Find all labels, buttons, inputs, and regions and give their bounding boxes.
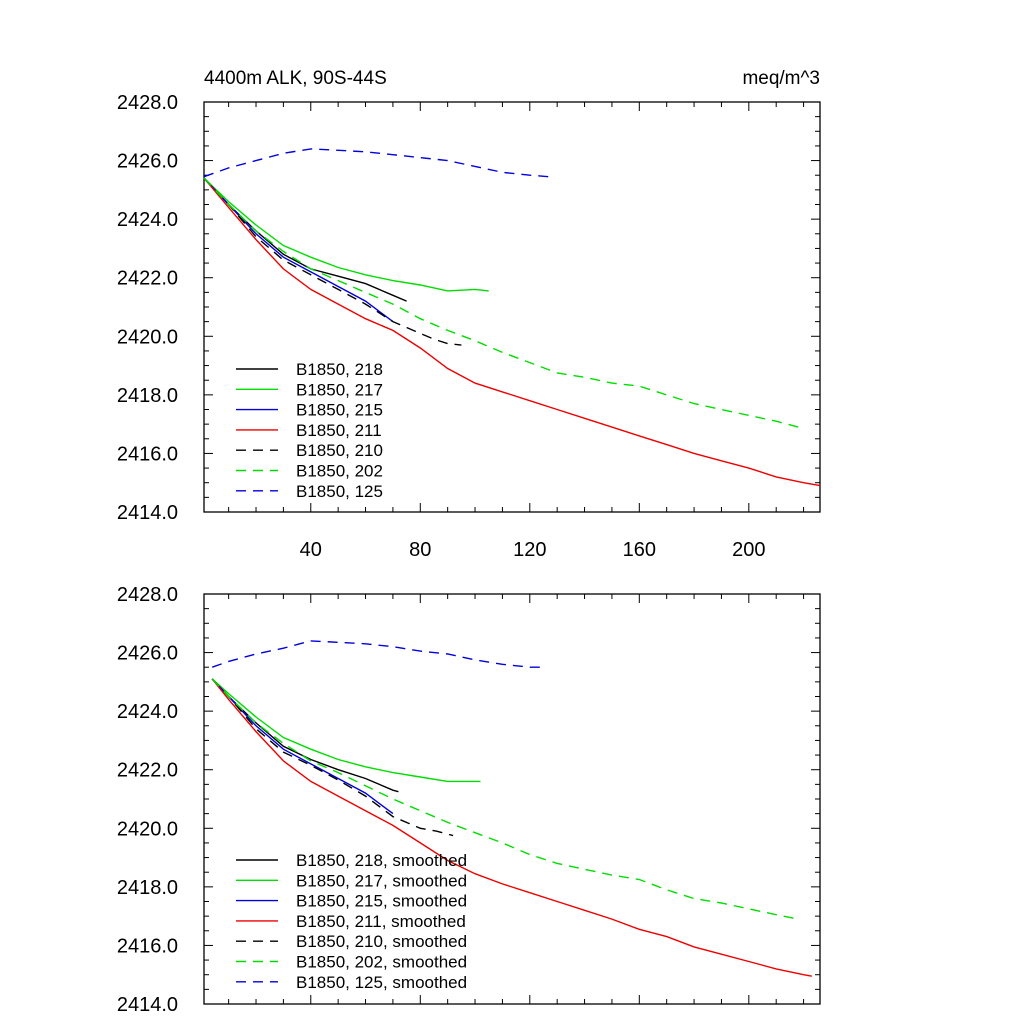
x-tick-label: 160: [623, 539, 656, 561]
figure-title: 4400m ALK, 90S-44S: [204, 68, 387, 89]
legend-label: B1850, 125: [296, 482, 383, 501]
series-line-b1850-218: [203, 177, 407, 302]
legend-label: B1850, 211, smoothed: [296, 912, 466, 931]
legend-label: B1850, 210, smoothed: [296, 932, 467, 951]
y-tick-label: 2424.0: [117, 701, 178, 723]
y-tick-label: 2414.0: [117, 994, 178, 1016]
y-tick-label: 2424.0: [117, 209, 178, 231]
units-label: meq/m^3: [742, 68, 820, 89]
legend-label: B1850, 202: [296, 462, 383, 481]
series-line-b1850-215: [203, 177, 394, 323]
legend-label: B1850, 215, smoothed: [296, 892, 467, 911]
series-line-b1850-202-smoothed: [211, 678, 799, 920]
legend-label: B1850, 217, smoothed: [296, 871, 467, 890]
x-tick-label: 40: [300, 539, 322, 561]
series-line-b1850-210: [203, 177, 462, 346]
panel-top: 2414.0 2416.0 2418.0 2420.0 2422.0 2424.0 2426…: [117, 92, 821, 561]
y-tick-label: 2426.0: [117, 643, 178, 665]
legend-label: B1850, 202, smoothed: [296, 953, 467, 972]
legend-label: B1850, 217: [296, 380, 383, 399]
series-line-b1850-211: [203, 177, 821, 487]
legend-label: B1850, 125, smoothed: [296, 973, 467, 992]
y-tick-label: 2420.0: [117, 326, 178, 348]
legend-label: B1850, 215: [296, 401, 383, 420]
x-tick-label: 120: [513, 539, 546, 561]
y-tick-label: 2428.0: [117, 92, 178, 114]
series-line-b1850-125-smoothed: [211, 640, 541, 668]
legend-label: B1850, 210: [296, 441, 383, 460]
y-tick-label: 2428.0: [117, 584, 178, 606]
legend-label: B1850, 218, smoothed: [296, 851, 467, 870]
y-tick-label: 2416.0: [117, 443, 178, 465]
x-tick-label: 80: [409, 539, 431, 561]
series-line-b1850-217: [203, 177, 489, 292]
series-line-b1850-202: [203, 177, 804, 430]
y-tick-label: 2420.0: [117, 818, 178, 840]
y-tick-label: 2416.0: [117, 935, 178, 957]
y-tick-label: 2422.0: [117, 268, 178, 290]
series-line-b1850-210-smoothed: [211, 678, 454, 837]
series-line-b1850-211-smoothed: [211, 678, 812, 977]
series-line-b1850-217-smoothed: [211, 678, 481, 783]
series-line-b1850-125: [203, 148, 550, 178]
series-line-b1850-215-smoothed: [211, 678, 394, 815]
y-tick-label: 2414.0: [117, 502, 178, 524]
panel-bottom: 2414.0 2416.0 2418.0 2420.0 2422.0 2424.0 2426…: [117, 584, 821, 1016]
y-tick-label: 2426.0: [117, 151, 178, 173]
series-line-b1850-218-smoothed: [211, 678, 399, 793]
legend-label: B1850, 211: [296, 421, 382, 440]
legend-label: B1850, 218: [296, 360, 383, 379]
y-tick-label: 2418.0: [117, 877, 178, 899]
y-tick-label: 2422.0: [117, 760, 178, 782]
y-tick-label: 2418.0: [117, 385, 178, 407]
x-tick-label: 200: [732, 539, 765, 561]
